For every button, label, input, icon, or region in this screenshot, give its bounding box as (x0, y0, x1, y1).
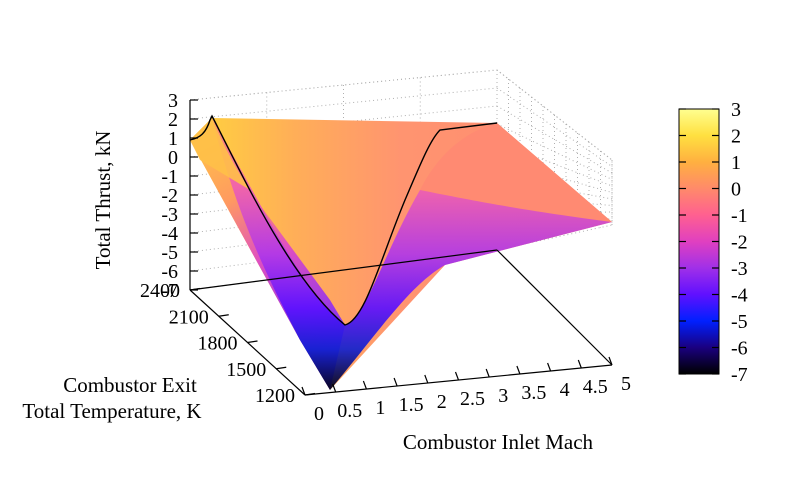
colorbar-label-6: -3 (731, 258, 748, 280)
x-tick-label-5: 2.5 (460, 388, 485, 410)
colorbar-label-7: -4 (731, 285, 748, 307)
x-axis-ticks: 0 0.5 1 1.5 2 2.5 3 3.5 4 4.5 5 (301, 356, 631, 425)
x-tick-mark-9 (577, 359, 582, 369)
x-tick-mark-10 (608, 356, 613, 366)
zero-contour-line (189, 114, 498, 326)
thrust-surface (189, 114, 612, 390)
y-tick-mark-3 (218, 314, 229, 317)
x-tick-label-7: 3.5 (521, 382, 546, 404)
colorbar-label-1: 2 (731, 126, 741, 148)
y-tick-label-3: 2100 (169, 306, 209, 328)
x-tick-mark-6 (485, 368, 490, 378)
colorbar-label-4: -1 (731, 205, 748, 227)
x-tick-mark-8 (547, 362, 552, 372)
x-tick-mark-2 (362, 380, 367, 390)
grid-line-back-1 (189, 87, 498, 120)
colorbar-label-9: -6 (731, 338, 748, 360)
x-tick-label-10: 5 (621, 373, 631, 395)
x-axis-title: Combustor Inlet Mach (403, 430, 594, 454)
back-floor-line (189, 249, 498, 291)
grid-line-side-0 (496, 69, 613, 161)
x-tick-label-4: 2 (437, 391, 447, 413)
y-axis-ticks: 1200 1500 1800 2100 2400 (140, 280, 316, 407)
y-tick-label-2: 1800 (198, 333, 238, 355)
y-tick-label-4: 2400 (140, 280, 180, 302)
y-axis-title-line2: Total Temperature, K (22, 399, 201, 423)
x-tick-mark-3 (393, 377, 398, 387)
x-tick-mark-1 (332, 383, 337, 393)
colorbar-label-5: -2 (731, 232, 748, 254)
x-tick-mark-0 (301, 386, 306, 396)
z-tick-label-10: -7 (161, 280, 178, 302)
right-floor-line (496, 249, 613, 366)
colorbar-label-2: 1 (731, 152, 741, 174)
z-tick-label-4: -1 (161, 166, 178, 188)
y-axis-title-line1: Combustor Exit (63, 373, 197, 397)
y-tick-label-1: 1500 (226, 359, 266, 381)
z-tick-label-6: -3 (161, 204, 178, 226)
x-tick-mark-5 (454, 371, 460, 381)
y-tick-mark-2 (247, 340, 258, 344)
x-tick-label-3: 1.5 (399, 394, 424, 416)
x-tick-mark-4 (424, 374, 429, 384)
colorbar-label-0: 3 (731, 99, 741, 121)
colorbar-label-8: -5 (731, 311, 748, 333)
grid-line-side-7 (496, 195, 613, 206)
x-tick-label-1: 0.5 (337, 400, 362, 422)
z-tick-label-7: -4 (161, 223, 178, 245)
surface-trough (212, 118, 612, 390)
x-tick-label-6: 3 (498, 385, 508, 407)
x-tick-label-2: 1 (375, 397, 385, 419)
y-tick-label-0: 1200 (255, 385, 295, 407)
z-tick-label-8: -5 (161, 242, 178, 264)
x-tick-label-8: 4 (560, 379, 570, 401)
grid-line-side-1 (496, 87, 613, 167)
y-tick-mark-4 (189, 287, 201, 291)
x-tick-label-9: 4.5 (583, 376, 608, 398)
surface-top-left (190, 118, 250, 190)
colorbar-label-3: 0 (731, 179, 741, 201)
z-tick-label-2: 1 (168, 128, 178, 150)
z-tick-label-1: 2 (168, 109, 178, 131)
z-axis-title: Total Thrust, kN (91, 131, 115, 270)
surface-far-plane (420, 123, 612, 222)
colorbar-label-10: -7 (731, 364, 748, 386)
colorbar: 3 2 1 0 -1 -2 -3 -4 -5 -6 -7 (678, 99, 748, 386)
z-tick-label-5: -2 (161, 185, 178, 207)
y-tick-mark-0 (304, 392, 316, 396)
x-tick-mark-7 (516, 365, 521, 375)
x-tick-label-0: 0 (314, 403, 324, 425)
colorbar-ticks: 3 2 1 0 -1 -2 -3 -4 -5 -6 -7 (679, 99, 748, 386)
z-tick-label-3: 0 (168, 147, 178, 169)
z-tick-label-9: -6 (161, 261, 178, 283)
y-tick-mark-1 (276, 366, 287, 370)
z-tick-label-0: 3 (168, 90, 178, 112)
